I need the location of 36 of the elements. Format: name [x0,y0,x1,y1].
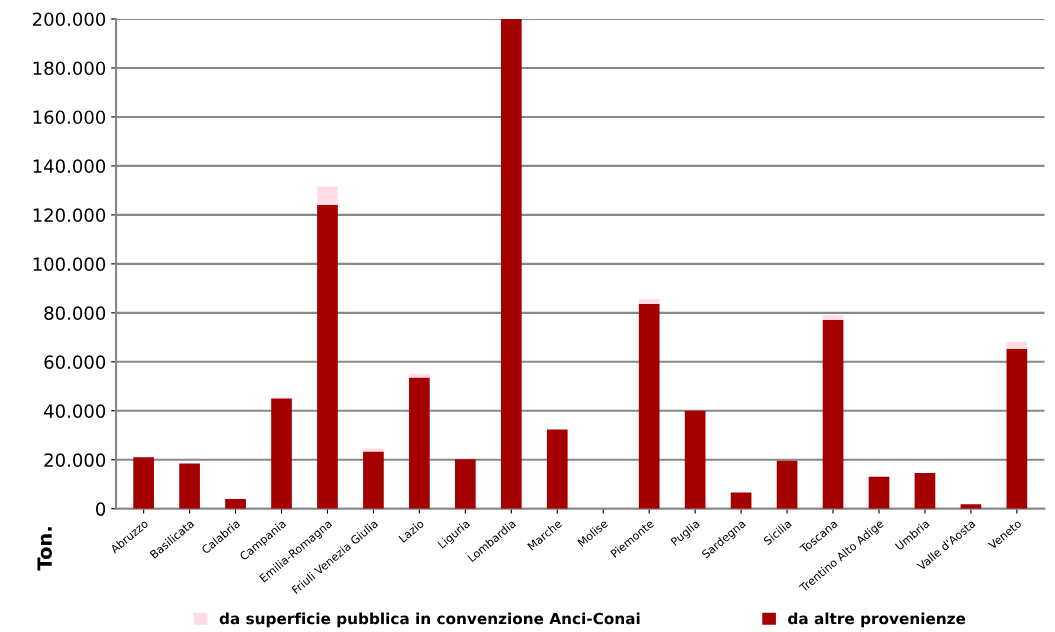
legend-label: da superficie pubblica in convenzione Anci-Conai [219,612,640,628]
bar [271,398,292,509]
bar [684,410,706,509]
bar [730,492,752,509]
bar [455,459,476,509]
y-tick-label: 140.000 [33,159,106,174]
bar [317,186,338,206]
bar [822,319,844,509]
y-tick-label: 160.000 [33,110,106,125]
y-tick-label: 120.000 [33,208,106,222]
y-tick-label: 180.000 [33,61,106,76]
bar [1006,341,1028,349]
bar [776,460,798,509]
bar [179,463,200,509]
bar [500,18,522,509]
y-tick-label: 100.000 [33,257,106,271]
bar [409,377,430,509]
bar [1006,348,1028,509]
bar [914,473,936,509]
y-axis-title: Ton. [37,527,52,571]
y-tick-label: 0 [96,502,106,516]
bar [133,457,154,509]
bar [638,298,660,305]
bar [868,476,890,509]
bar [546,429,568,509]
y-tick-label: 40.000 [44,404,106,418]
bar [363,451,384,509]
legend-label: da altre provenienze [788,612,966,628]
bar [225,498,246,509]
y-tick-label: 20.000 [44,453,106,467]
bar [638,304,660,509]
y-tick-label: 60.000 [44,355,106,369]
y-tick-label: 80.000 [44,306,106,320]
y-tick-label: 200.000 [32,12,106,27]
bar [822,315,844,320]
bar [317,205,338,509]
